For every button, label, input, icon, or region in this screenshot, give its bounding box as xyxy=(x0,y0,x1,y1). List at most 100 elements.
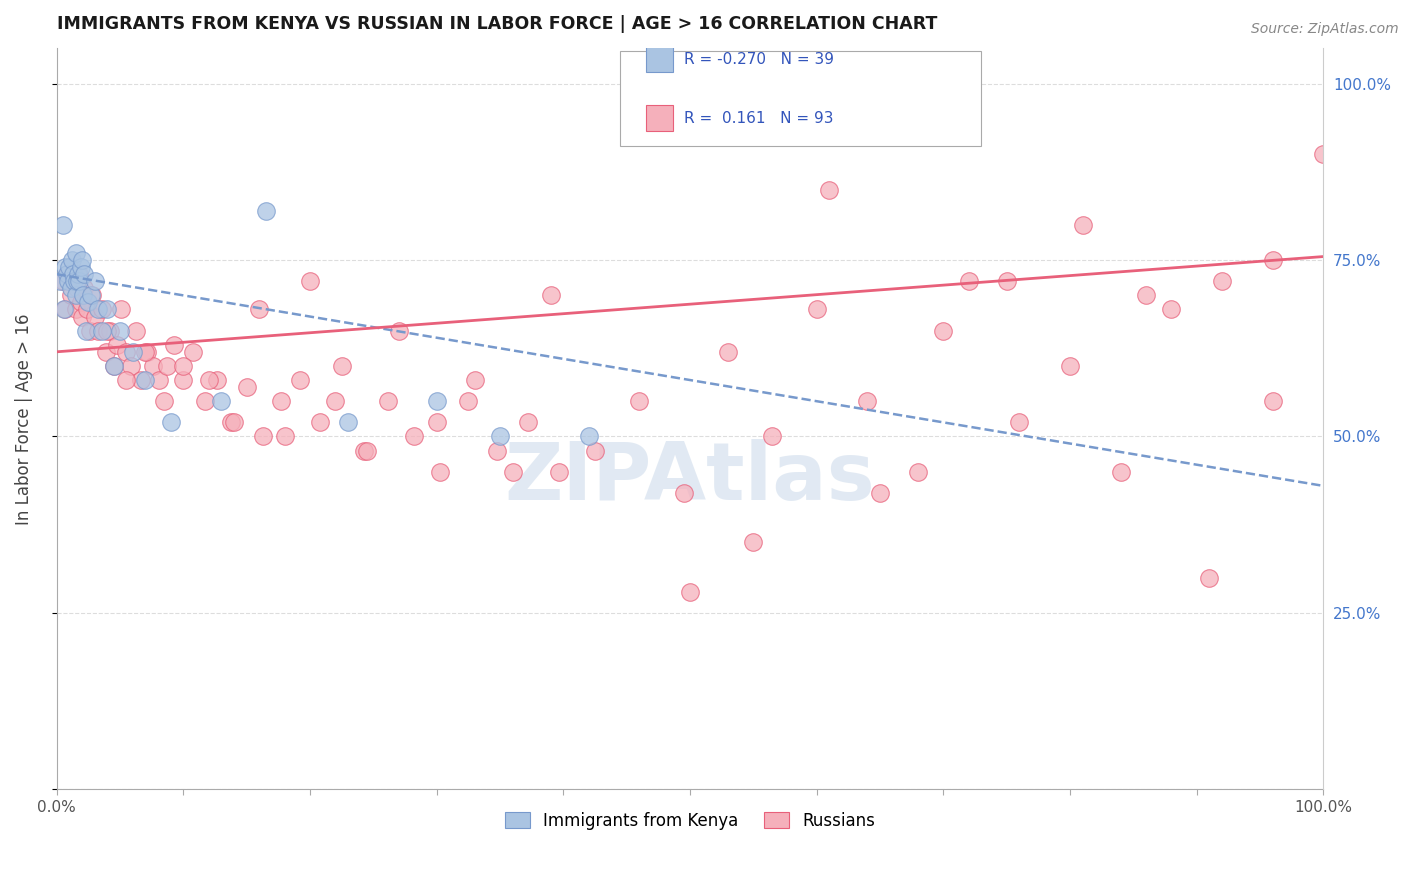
Point xyxy=(62,267,84,281)
Point xyxy=(1261,394,1284,409)
Point xyxy=(717,344,740,359)
Point xyxy=(172,373,194,387)
Point xyxy=(76,302,98,317)
Point xyxy=(70,310,93,324)
Point xyxy=(73,281,96,295)
Point xyxy=(222,415,245,429)
Point xyxy=(59,281,82,295)
Point xyxy=(87,302,110,317)
Point xyxy=(65,246,87,260)
Text: ZIPAtlas: ZIPAtlas xyxy=(505,439,876,517)
Point xyxy=(197,373,219,387)
Point xyxy=(353,443,375,458)
Point xyxy=(83,310,105,324)
Point xyxy=(75,324,97,338)
Point xyxy=(209,394,232,409)
Point xyxy=(377,394,399,409)
Point xyxy=(52,274,75,288)
Point xyxy=(194,394,217,409)
Point xyxy=(578,429,600,443)
Point xyxy=(252,429,274,443)
Point xyxy=(107,337,129,351)
Point xyxy=(108,324,131,338)
Point xyxy=(1261,253,1284,268)
Point xyxy=(63,274,86,288)
Text: Source: ZipAtlas.com: Source: ZipAtlas.com xyxy=(1251,22,1399,37)
Point xyxy=(55,302,77,317)
Point xyxy=(1160,302,1182,317)
Point xyxy=(457,394,479,409)
Point xyxy=(464,373,486,387)
Point xyxy=(336,415,359,429)
Point xyxy=(679,584,702,599)
Point xyxy=(62,274,84,288)
Point xyxy=(96,324,118,338)
Point xyxy=(73,267,96,281)
Point xyxy=(1059,359,1081,373)
Point xyxy=(221,415,243,429)
Point xyxy=(69,260,91,274)
Point xyxy=(1135,288,1157,302)
Point xyxy=(254,203,277,218)
Point xyxy=(486,443,509,458)
Point xyxy=(583,443,606,458)
Point xyxy=(125,324,148,338)
Point xyxy=(330,359,353,373)
Point xyxy=(80,288,103,302)
Point xyxy=(87,324,110,338)
Point xyxy=(56,274,79,288)
Point xyxy=(60,253,83,268)
Point xyxy=(1109,465,1132,479)
Point xyxy=(323,394,346,409)
Point xyxy=(932,324,955,338)
Point xyxy=(856,394,879,409)
Point xyxy=(907,465,929,479)
Point xyxy=(995,274,1018,288)
Point xyxy=(142,359,165,373)
Point xyxy=(53,302,76,317)
Point xyxy=(69,295,91,310)
Point xyxy=(52,218,75,232)
Point xyxy=(72,288,94,302)
Point xyxy=(1312,147,1334,161)
Point xyxy=(402,429,425,443)
Text: IMMIGRANTS FROM KENYA VS RUSSIAN IN LABOR FORCE | AGE > 16 CORRELATION CHART: IMMIGRANTS FROM KENYA VS RUSSIAN IN LABO… xyxy=(56,15,936,33)
Point xyxy=(70,253,93,268)
Point xyxy=(153,394,176,409)
Text: R = -0.270   N = 39: R = -0.270 N = 39 xyxy=(683,52,834,67)
Point xyxy=(273,429,295,443)
Point xyxy=(672,486,695,500)
Point xyxy=(207,373,229,387)
Point xyxy=(429,465,451,479)
Point xyxy=(66,281,89,295)
Point xyxy=(98,324,121,338)
Point xyxy=(96,302,118,317)
Point xyxy=(134,373,156,387)
Point xyxy=(56,267,79,281)
Point xyxy=(79,324,101,338)
Point xyxy=(59,288,82,302)
Point xyxy=(77,295,100,310)
Point xyxy=(67,267,90,281)
Point xyxy=(869,486,891,500)
Point xyxy=(540,288,562,302)
Point xyxy=(356,443,378,458)
Point xyxy=(163,337,186,351)
Point xyxy=(58,260,80,274)
Point xyxy=(1071,218,1094,232)
Point xyxy=(1198,571,1220,585)
FancyBboxPatch shape xyxy=(620,52,981,146)
Point xyxy=(110,302,132,317)
Point xyxy=(134,344,156,359)
Point xyxy=(957,274,980,288)
Point xyxy=(426,394,449,409)
Y-axis label: In Labor Force | Age > 16: In Labor Force | Age > 16 xyxy=(15,313,32,524)
Bar xyxy=(645,46,673,72)
Point xyxy=(156,359,179,373)
Point xyxy=(66,274,89,288)
Point xyxy=(235,380,257,394)
Point xyxy=(131,373,153,387)
Point xyxy=(103,359,125,373)
Bar xyxy=(645,105,673,131)
Point xyxy=(761,429,783,443)
